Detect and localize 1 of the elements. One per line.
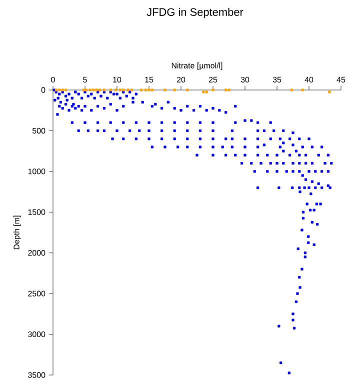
chart-title: JFDG in September (146, 8, 244, 18)
